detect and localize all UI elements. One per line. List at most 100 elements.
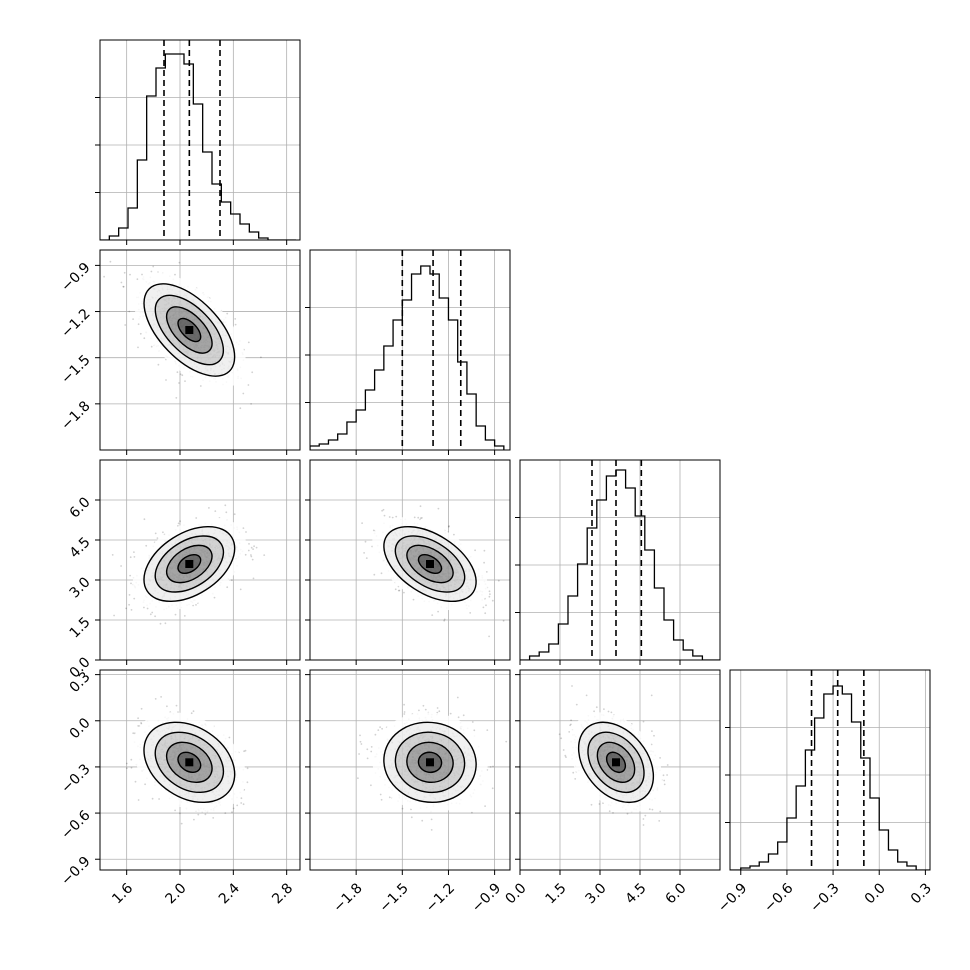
sample-point — [391, 516, 394, 519]
sample-point — [154, 615, 157, 618]
sample-point — [224, 812, 227, 814]
sample-point — [177, 522, 180, 525]
histogram-step — [310, 265, 505, 450]
sample-point — [395, 515, 398, 518]
sample-point — [403, 703, 405, 706]
sample-point — [497, 579, 500, 582]
sample-point — [140, 722, 143, 724]
histogram-step — [730, 685, 930, 870]
sample-point — [123, 271, 126, 274]
joint-density — [125, 696, 249, 825]
sample-point — [453, 533, 455, 536]
sample-point — [484, 612, 487, 615]
sample-point — [137, 323, 140, 326]
sample-point — [143, 337, 146, 340]
sample-point — [251, 371, 254, 374]
sample-point — [132, 318, 135, 320]
sample-point — [192, 710, 195, 713]
sample-point — [154, 532, 157, 535]
sample-point — [370, 750, 373, 753]
sample-point — [412, 598, 415, 601]
sample-point — [243, 750, 246, 753]
panel-grid — [100, 40, 300, 240]
sample-point — [113, 614, 115, 617]
sample-point — [234, 323, 237, 326]
sample-point — [403, 591, 405, 594]
sample-point — [159, 622, 162, 625]
sample-point — [175, 704, 178, 707]
sample-point — [181, 374, 184, 377]
sample-point — [176, 371, 179, 374]
sample-point — [134, 780, 137, 783]
sample-point — [133, 556, 136, 558]
sample-point — [240, 797, 243, 800]
sample-point — [140, 707, 143, 710]
sample-point — [226, 586, 229, 589]
sample-point — [143, 606, 145, 609]
sample-point — [149, 613, 152, 616]
sample-point — [232, 807, 235, 810]
density-peak — [185, 326, 194, 334]
sample-point — [150, 345, 153, 348]
sample-point — [132, 732, 135, 735]
sample-point — [236, 804, 239, 807]
sample-point — [240, 802, 243, 804]
sample-point — [380, 572, 383, 575]
sample-point — [139, 332, 142, 335]
sample-point — [488, 635, 490, 638]
sample-point — [137, 346, 139, 349]
sample-point — [252, 577, 255, 580]
sample-point — [483, 549, 486, 552]
sample-point — [372, 529, 375, 532]
sample-point — [141, 273, 143, 276]
sample-point — [128, 603, 131, 606]
sample-point — [471, 721, 474, 723]
sample-point — [160, 696, 163, 698]
sample-point — [120, 565, 122, 567]
sample-point — [488, 595, 491, 598]
sample-point — [413, 516, 416, 519]
sample-point — [214, 510, 217, 512]
sample-point — [130, 609, 133, 611]
sample-point — [180, 822, 183, 825]
sample-point — [491, 599, 494, 602]
sample-point — [421, 517, 423, 519]
sample-point — [252, 548, 255, 550]
sample-point — [456, 696, 459, 699]
sample-point — [130, 582, 132, 585]
sample-point — [144, 783, 147, 786]
sample-point — [233, 513, 236, 516]
sample-point — [246, 781, 249, 784]
sample-point — [394, 588, 397, 591]
sample-point — [109, 260, 112, 263]
joint-density — [111, 504, 266, 625]
sample-point — [250, 403, 253, 405]
sample-point — [111, 554, 114, 556]
sample-point — [224, 504, 227, 507]
sample-point — [471, 811, 473, 814]
sample-point — [179, 373, 182, 376]
sample-point — [248, 543, 250, 545]
sample-point — [398, 589, 401, 592]
sample-point — [419, 517, 422, 520]
sample-point — [178, 261, 181, 264]
sample-point — [253, 545, 256, 548]
sample-point — [443, 619, 446, 622]
sample-point — [410, 816, 413, 819]
sample-point — [364, 540, 367, 543]
sample-point — [195, 517, 198, 519]
sample-point — [228, 736, 231, 739]
sample-point — [137, 717, 140, 720]
sample-point — [120, 281, 123, 284]
sample-point — [242, 527, 245, 529]
sample-point — [422, 704, 425, 707]
sample-point — [486, 729, 489, 731]
sample-point — [212, 817, 215, 819]
sample-point — [150, 270, 153, 273]
sample-point — [179, 812, 181, 815]
sample-point — [373, 573, 376, 576]
panel-grid — [730, 670, 930, 870]
sample-point — [263, 554, 266, 556]
sample-point — [130, 758, 133, 761]
sample-point — [122, 285, 125, 288]
